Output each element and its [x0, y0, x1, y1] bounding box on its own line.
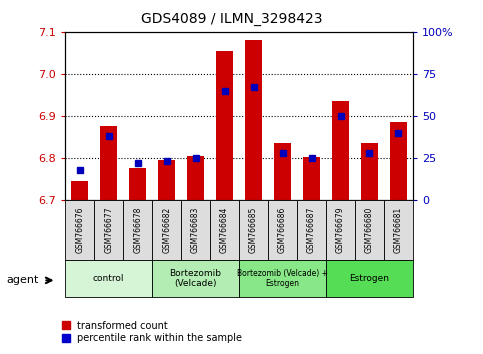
- Bar: [152, 260, 239, 297]
- Bar: [210, 200, 239, 260]
- Text: GSM766682: GSM766682: [162, 207, 171, 253]
- Text: GSM766684: GSM766684: [220, 207, 229, 253]
- Bar: [129, 169, 146, 200]
- Bar: [303, 157, 320, 200]
- Text: GSM766681: GSM766681: [394, 207, 403, 253]
- Bar: [187, 156, 204, 200]
- Bar: [361, 143, 378, 200]
- Bar: [152, 200, 181, 260]
- Bar: [390, 122, 407, 200]
- Bar: [355, 200, 384, 260]
- Text: GSM766687: GSM766687: [307, 207, 316, 253]
- Text: GSM766679: GSM766679: [336, 207, 345, 253]
- Text: control: control: [93, 274, 125, 283]
- Bar: [100, 126, 117, 200]
- Bar: [65, 260, 152, 297]
- Bar: [181, 200, 210, 260]
- Bar: [65, 200, 94, 260]
- Text: GDS4089 / ILMN_3298423: GDS4089 / ILMN_3298423: [141, 12, 323, 27]
- Bar: [245, 40, 262, 200]
- Bar: [158, 160, 175, 200]
- Bar: [123, 200, 152, 260]
- Bar: [326, 200, 355, 260]
- Text: GSM766680: GSM766680: [365, 207, 374, 253]
- Text: Estrogen: Estrogen: [350, 274, 389, 283]
- Bar: [239, 260, 326, 297]
- Bar: [94, 200, 123, 260]
- Text: GSM766685: GSM766685: [249, 207, 258, 253]
- Text: GSM766686: GSM766686: [278, 207, 287, 253]
- Bar: [326, 260, 413, 297]
- Text: GSM766676: GSM766676: [75, 207, 84, 253]
- Bar: [332, 101, 349, 200]
- Bar: [71, 181, 88, 200]
- Text: GSM766678: GSM766678: [133, 207, 142, 253]
- Text: GSM766677: GSM766677: [104, 207, 113, 253]
- Bar: [268, 200, 297, 260]
- Legend: transformed count, percentile rank within the sample: transformed count, percentile rank withi…: [58, 317, 246, 347]
- Bar: [384, 200, 413, 260]
- Text: Bortezomib (Velcade) +
Estrogen: Bortezomib (Velcade) + Estrogen: [237, 269, 328, 289]
- Text: Bortezomib
(Velcade): Bortezomib (Velcade): [170, 269, 222, 289]
- Bar: [274, 143, 291, 200]
- Bar: [297, 200, 326, 260]
- Text: agent: agent: [6, 275, 39, 285]
- Text: GSM766683: GSM766683: [191, 207, 200, 253]
- Bar: [239, 200, 268, 260]
- Bar: [216, 51, 233, 200]
